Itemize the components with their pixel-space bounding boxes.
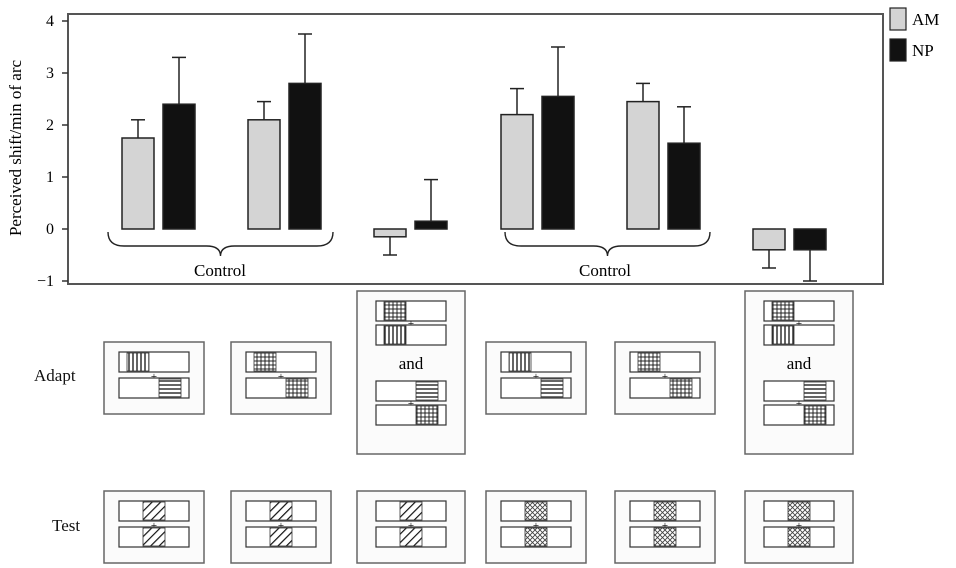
adapt-panel-3-strip-4-grating: [415, 405, 439, 425]
plot-frame: [67, 13, 884, 285]
fixation-cross: +: [662, 520, 668, 532]
legend-swatch-am: [889, 7, 907, 31]
group-label-control-1: Control: [194, 261, 246, 280]
fixation-cross: +: [151, 520, 157, 532]
y-tick-label: 3: [46, 65, 54, 82]
fixation-cross: +: [662, 371, 668, 383]
fixation-cross: +: [278, 520, 284, 532]
adapt-panel-6-strip-2-grating: [771, 325, 795, 345]
y-tick-label: 4: [46, 13, 54, 30]
adapt-panel-6-strip-3-grating: [803, 381, 827, 401]
am-bar: [121, 137, 155, 230]
y-tick-label: −1: [37, 273, 54, 290]
test-panel-4-top-strip-grating: [524, 501, 548, 521]
am-bar: [500, 113, 534, 230]
adapt-panel-3-strip-3-grating: [415, 381, 439, 401]
fixation-cross: +: [533, 371, 539, 383]
adapt-panel-1-top-strip-grating: [126, 352, 150, 372]
y-axis-label: Perceived shift/min of arc: [6, 60, 25, 237]
y-tick-label: 1: [46, 169, 54, 186]
row-label-adapt: Adapt: [34, 366, 76, 385]
adapt-panel-2-bottom-strip-grating: [285, 378, 309, 398]
test-panel-5-top-strip-grating: [653, 501, 677, 521]
np-bar: [793, 228, 827, 251]
adapt-panel-6-strip-4-grating: [803, 405, 827, 425]
np-bar: [162, 103, 196, 230]
fixation-cross: +: [408, 318, 414, 330]
y-tick-label: 0: [46, 221, 54, 238]
bar-chart: 4 3 2 1 0 −1 Perceived shift/min of arc Control…: [6, 13, 884, 290]
control-brace-1: [107, 231, 334, 257]
am-bar: [626, 100, 660, 230]
np-bar: [288, 82, 322, 230]
row-label-test: Test: [52, 516, 81, 535]
test-panel-1-bottom-strip-grating: [142, 527, 166, 547]
np-bar: [667, 142, 701, 230]
test-panel-2-top-strip-grating: [269, 501, 293, 521]
group-label-control-2: Control: [579, 261, 631, 280]
legend: AM NP: [889, 7, 939, 62]
test-panel-3-bottom-strip-grating: [399, 527, 423, 547]
test-panel-2-bottom-strip-grating: [269, 527, 293, 547]
adapt-panel-1-bottom-strip-grating: [158, 378, 182, 398]
adapt-panel-3-strip-1-grating: [383, 301, 407, 321]
test-panel-6-bottom-strip-grating: [787, 527, 811, 547]
adapt-panel-2-top-strip-grating: [253, 352, 277, 372]
legend-label-am: AM: [912, 10, 939, 29]
stimulus-panels: + + + and + + + + and + + + + + + +: [103, 290, 854, 564]
fixation-cross: +: [408, 398, 414, 410]
legend-label-np: NP: [912, 41, 934, 60]
test-panel-1-top-strip-grating: [142, 501, 166, 521]
y-tick-label: 2: [46, 117, 54, 134]
test-panel-5-bottom-strip-grating: [653, 527, 677, 547]
am-bar: [247, 119, 281, 230]
legend-swatch-np: [889, 38, 907, 62]
np-bar: [414, 220, 448, 230]
am-bar: [752, 228, 786, 251]
fixation-cross: +: [408, 520, 414, 532]
np-bar: [541, 95, 575, 230]
adapt-panel-4-top-strip-grating: [508, 352, 532, 372]
fixation-cross: +: [533, 520, 539, 532]
fixation-cross: +: [796, 398, 802, 410]
fixation-cross: +: [796, 318, 802, 330]
fixation-cross: +: [151, 371, 157, 383]
adapt-panel-6-and-label: and: [787, 354, 812, 373]
adapt-panel-5-bottom-strip-grating: [669, 378, 693, 398]
adapt-panel-3-strip-2-grating: [383, 325, 407, 345]
test-panel-4-bottom-strip-grating: [524, 527, 548, 547]
am-bar: [373, 228, 407, 238]
adapt-panel-4-bottom-strip-grating: [540, 378, 564, 398]
fixation-cross: +: [796, 520, 802, 532]
test-panel-6-top-strip-grating: [787, 501, 811, 521]
adapt-panel-3-and-label: and: [399, 354, 424, 373]
fixation-cross: +: [278, 371, 284, 383]
adapt-panel-5-top-strip-grating: [637, 352, 661, 372]
adapt-panel-6-strip-1-grating: [771, 301, 795, 321]
test-panel-3-top-strip-grating: [399, 501, 423, 521]
control-brace-2: [504, 231, 711, 257]
